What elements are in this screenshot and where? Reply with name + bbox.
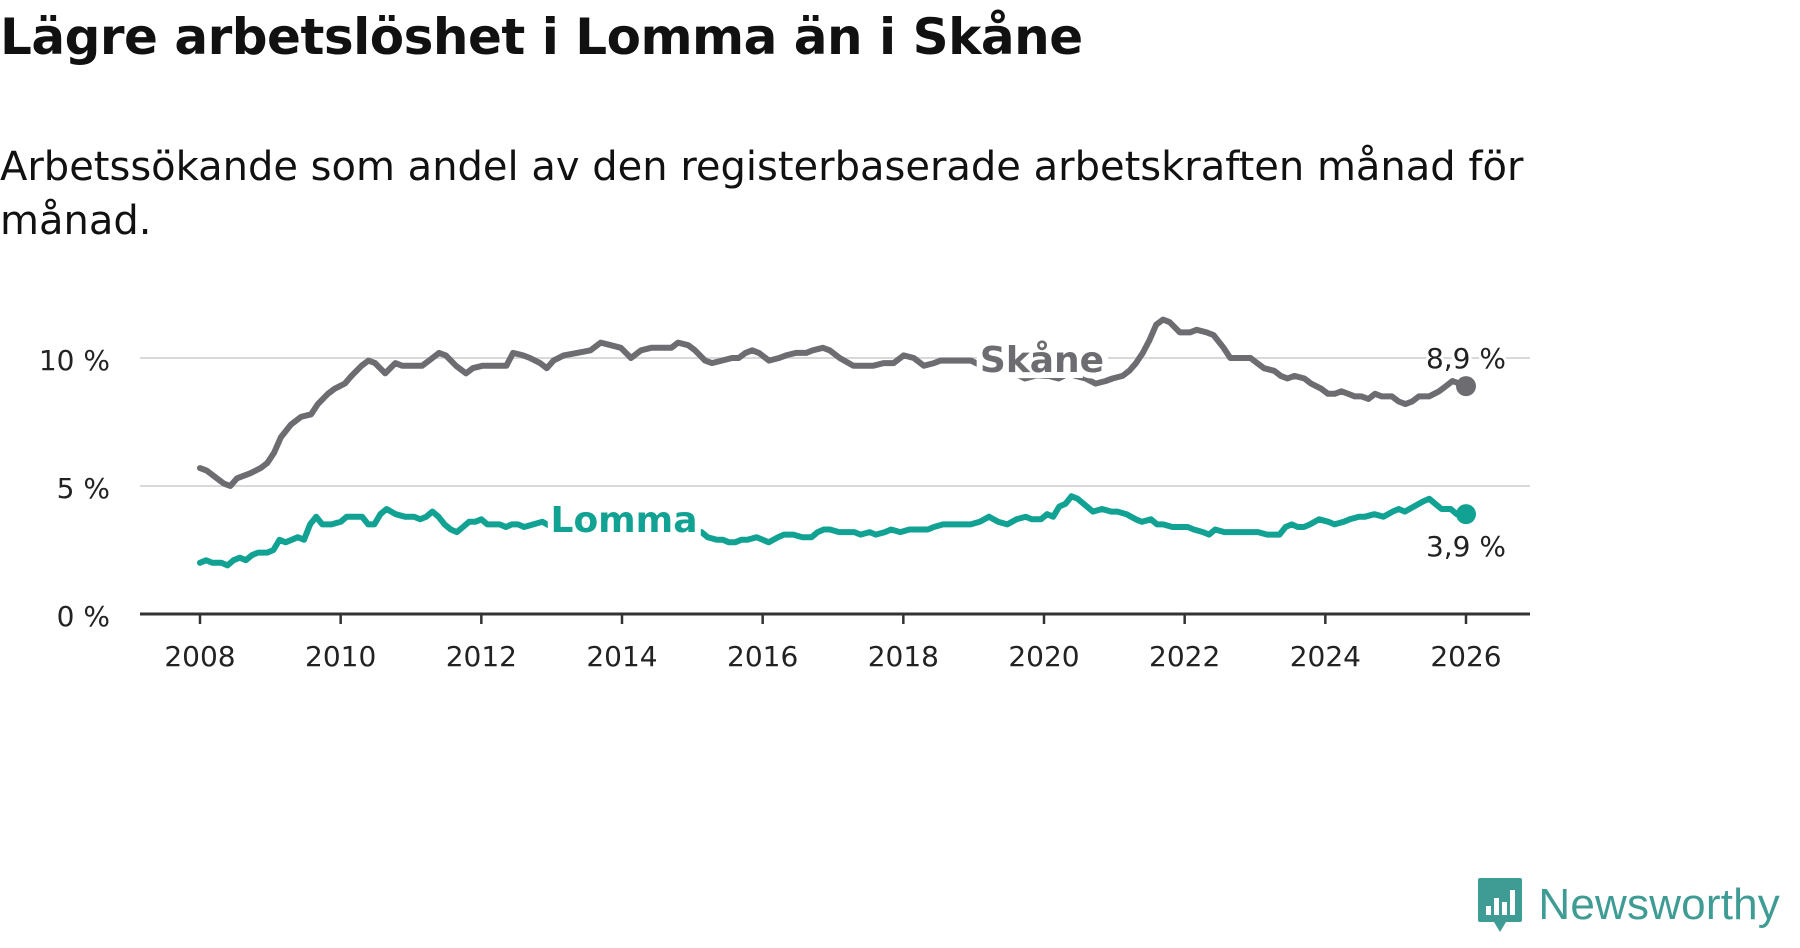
newsworthy-logo: Newsworthy — [1476, 876, 1780, 934]
axes: 0 % 5 % 10 % 2008 2010 2012 2014 2016 2018 2020 20… — [39, 344, 1530, 673]
line-chart: 0 % 5 % 10 % 2008 2010 2012 2014 2016 2018 2020 20… — [39, 316, 1530, 673]
brand-name: Newsworthy — [1538, 880, 1780, 929]
x-tick-label: 2022 — [1149, 640, 1220, 673]
end-value-label: 3,9 % — [1426, 530, 1506, 563]
series-line-lomma — [197, 493, 1469, 569]
series-line-skåne — [197, 316, 1469, 489]
x-tick-label: 2026 — [1430, 640, 1501, 673]
x-tick-label: 2014 — [586, 640, 657, 673]
x-tick-label: 2012 — [446, 640, 517, 673]
series-label-lomma: Lomma — [551, 500, 698, 541]
end-value-label: 8,9 % — [1426, 342, 1506, 375]
x-tick-label: 2018 — [868, 640, 939, 673]
series-label-skåne: Skåne — [980, 340, 1104, 381]
y-tick-label: 0 % — [57, 600, 110, 633]
series-labels: 8,9 % 3,9 % Skåne Lomma — [545, 334, 1510, 566]
chart-subtitle: Arbetssökande som andel av den registerb… — [0, 144, 1524, 244]
y-tick-label: 5 % — [57, 472, 110, 505]
chart-title: Lägre arbetslöshet i Lomma än i Skåne — [0, 8, 1083, 66]
x-tick-label: 2020 — [1008, 640, 1079, 673]
end-point-skåne — [1456, 376, 1476, 397]
y-tick-label: 10 % — [39, 344, 110, 377]
newsworthy-logo-icon — [1478, 878, 1523, 932]
x-tick-label: 2024 — [1290, 640, 1361, 673]
x-tick-label: 2008 — [164, 640, 235, 673]
series-lines — [197, 316, 1476, 569]
end-point-lomma — [1456, 504, 1476, 525]
x-tick-label: 2010 — [305, 640, 376, 673]
x-tick-label: 2016 — [727, 640, 798, 673]
